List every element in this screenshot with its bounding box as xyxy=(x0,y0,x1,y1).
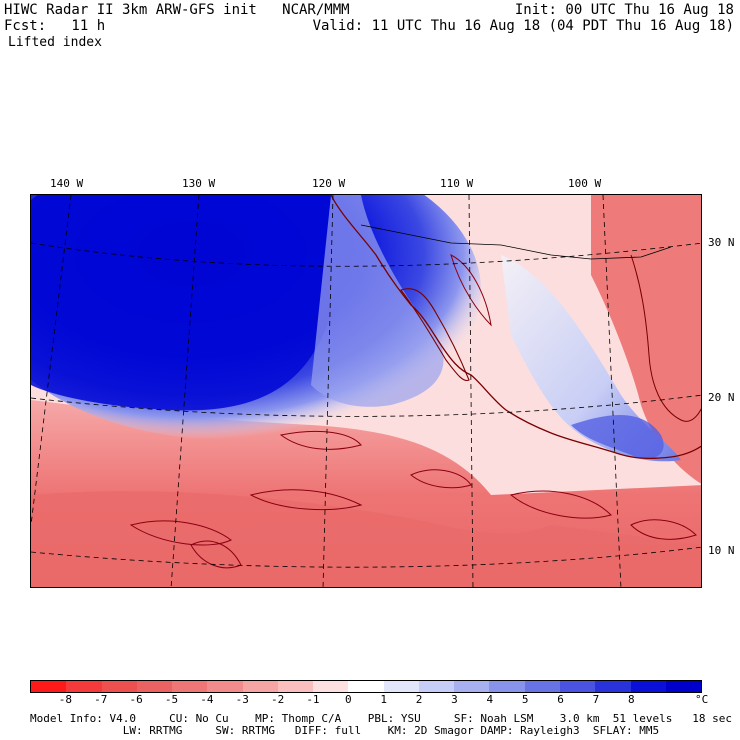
color-swatch xyxy=(595,681,631,692)
central-mexico-stable-core xyxy=(571,415,664,459)
lat-label-20n: 20 N xyxy=(708,391,735,404)
init-time: Init: 00 UTC Thu 16 Aug 18 xyxy=(514,2,734,18)
contour xyxy=(410,469,472,489)
color-swatch xyxy=(524,681,560,692)
color-swatch xyxy=(66,681,102,692)
color-swatch xyxy=(348,681,384,692)
us-mexico-border xyxy=(360,224,672,260)
lon-label-110w: 110 W xyxy=(440,177,474,190)
color-swatch xyxy=(207,681,243,692)
lifted-index-map xyxy=(30,194,702,588)
color-scale-tick: 4 xyxy=(486,693,494,706)
gulf-instability-area xyxy=(591,195,701,484)
parallel-30n xyxy=(31,242,701,267)
meridian-130w xyxy=(170,195,200,587)
meridian-140w xyxy=(31,195,72,526)
color-scale-tick: 7 xyxy=(592,693,600,706)
lon-label-120w: 120 W xyxy=(312,177,346,190)
color-scale-tick: -7 xyxy=(94,693,108,706)
contour xyxy=(450,254,492,327)
color-swatch xyxy=(489,681,525,692)
graticule xyxy=(31,195,701,587)
model-info-line-1: Model Info: V4.0 CU: No Cu MP: Thomp C/A… xyxy=(30,712,732,725)
lat-label-10n: 10 N xyxy=(708,544,735,557)
color-scale-tick: -6 xyxy=(129,693,143,706)
model-info-line-2: LW: RRTMG SW: RRTMG DIFF: full KM: 2D Sm… xyxy=(30,724,660,737)
color-scale-tick: 8 xyxy=(627,693,635,706)
coastline xyxy=(330,195,701,460)
field-name: Lifted index xyxy=(8,35,102,50)
color-swatch xyxy=(630,681,666,692)
color-swatch xyxy=(172,681,208,692)
color-scale-tick: 5 xyxy=(521,693,529,706)
color-scale-tick: -1 xyxy=(306,693,320,706)
lon-label-130w: 130 W xyxy=(182,177,216,190)
contour xyxy=(630,519,697,540)
color-swatch xyxy=(383,681,419,692)
lon-label-140w: 140 W xyxy=(50,177,84,190)
color-scale-unit: °C xyxy=(695,693,709,706)
color-swatch xyxy=(559,681,596,692)
color-swatch xyxy=(242,681,278,692)
color-scale-tick: 2 xyxy=(415,693,423,706)
color-swatch xyxy=(313,681,349,692)
lon-label-100w: 100 W xyxy=(568,177,602,190)
color-scale-tick: -2 xyxy=(270,693,285,706)
color-scale-tick: -3 xyxy=(235,693,249,706)
contour xyxy=(509,490,612,519)
color-scale-tick: 3 xyxy=(451,693,458,706)
mexico-stable-area xyxy=(501,255,681,462)
valid-time: Valid: 11 UTC Thu 16 Aug 18 (04 PDT Thu … xyxy=(312,18,734,34)
forecast-hour: Fcst: 11 h xyxy=(4,18,106,34)
deep-tropics-area xyxy=(31,491,701,587)
pacific-stable-core xyxy=(31,195,331,411)
contour xyxy=(249,489,363,511)
color-swatch xyxy=(31,681,67,692)
color-swatch xyxy=(136,681,173,692)
color-scale-tick: 6 xyxy=(557,693,564,706)
color-scale-bar xyxy=(30,680,702,693)
color-swatch xyxy=(418,681,455,692)
color-swatch xyxy=(454,681,490,692)
meridian-120w xyxy=(322,195,334,587)
color-scale-tick: -4 xyxy=(200,693,214,706)
model-title: HIWC Radar II 3km ARW-GFS init NCAR/MMM xyxy=(4,2,350,18)
color-scale-tick: -8 xyxy=(58,693,72,706)
color-swatch xyxy=(101,681,137,692)
meridian-110w xyxy=(468,195,474,587)
coastal-stable-area xyxy=(311,195,444,407)
color-scale-tick: -5 xyxy=(164,693,179,706)
lat-label-30n: 30 N xyxy=(708,236,735,249)
meridian-100w xyxy=(602,195,622,587)
parallel-20n xyxy=(31,394,701,417)
color-swatch xyxy=(665,681,702,692)
baja-california-outline xyxy=(400,288,470,382)
color-swatch xyxy=(277,681,314,692)
contour xyxy=(129,520,232,546)
map-canvas xyxy=(31,195,701,587)
contour xyxy=(279,430,362,450)
color-scale-tick: 0 xyxy=(345,693,352,706)
parallel-10n xyxy=(31,546,701,568)
color-scale-tick: 1 xyxy=(380,693,387,706)
gulf-coastline xyxy=(630,254,701,422)
